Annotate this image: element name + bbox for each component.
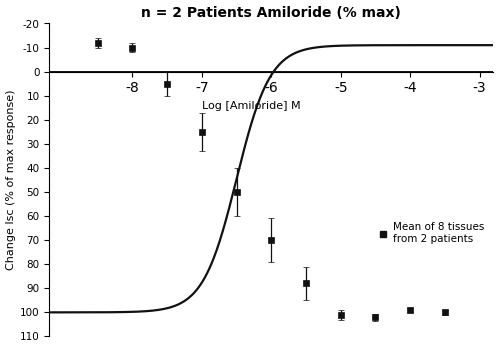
Text: Log [Amiloride] M: Log [Amiloride] M [202, 101, 300, 111]
Y-axis label: Change Isc (% of max response): Change Isc (% of max response) [5, 90, 15, 270]
Title: n = 2 Patients Amiloride (% max): n = 2 Patients Amiloride (% max) [141, 6, 401, 19]
Legend: Mean of 8 tissues
from 2 patients: Mean of 8 tissues from 2 patients [375, 218, 488, 248]
